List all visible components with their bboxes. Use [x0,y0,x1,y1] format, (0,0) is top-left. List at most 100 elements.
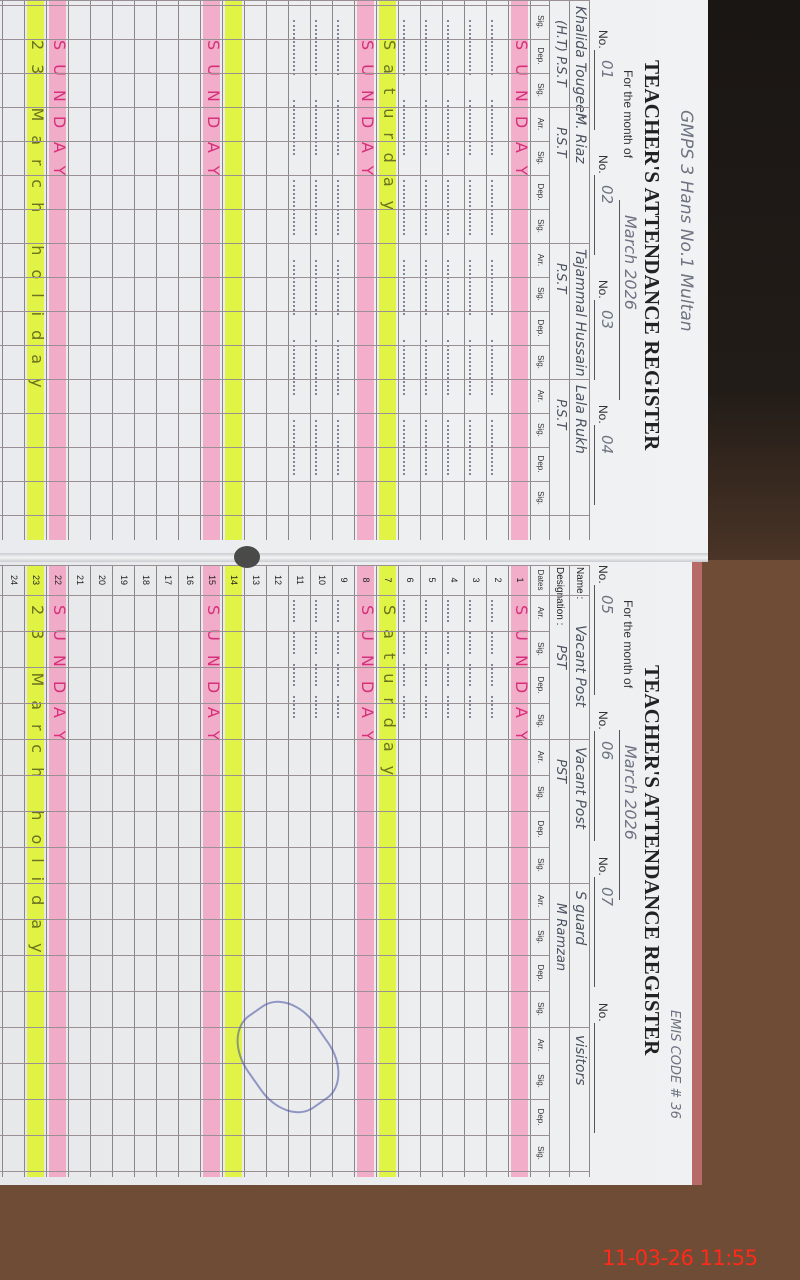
dark-background [700,0,800,560]
teacher-designation: PST [553,645,568,670]
no-underline [594,175,595,255]
column-line [0,631,550,632]
teacher-name: Vacant Post [572,747,588,830]
row-note-sunday: SUNDAY [50,40,69,190]
date-number: 5 [427,577,437,583]
left-page-title: TEACHER'S ATTENDANCE REGISTER [640,60,664,451]
column-header: Sig. [536,786,545,800]
date-number: 18 [141,574,151,585]
handwritten-entry [491,180,503,235]
teacher-divider [0,0,590,1]
column-header: Sig. [536,1002,545,1016]
handwritten-entry [469,260,481,315]
date-number: 24 [9,574,19,585]
header-line [569,565,570,1177]
row-line [112,0,113,540]
no-underline [594,50,595,130]
teacher-designation: M Ramzan [553,903,568,972]
column-header: Dep. [536,183,545,201]
teacher-no: 01 [598,60,616,80]
row-line [420,565,421,1177]
teacher-no-label: No. [596,280,610,299]
handwritten-entry [337,100,349,155]
handwritten-entry [337,20,349,75]
date-number: 15 [207,574,217,585]
handwritten-entry [491,632,503,654]
handwritten-entry [403,20,415,75]
row-line [464,565,465,1177]
handwritten-entry [469,180,481,235]
column-line [0,209,550,210]
teacher-divider [0,379,590,380]
teacher-name: M. Riaz [572,113,588,164]
column-header: Sig. [536,714,545,728]
date-number: 11 [295,575,305,585]
row-line [354,565,355,1177]
row-line [156,0,157,540]
date-number: 8 [361,577,371,583]
handwritten-entry [425,260,437,315]
date-number: 19 [119,574,129,585]
handwritten-entry [447,632,459,654]
column-line [0,775,550,776]
handwritten-entry [337,260,349,315]
handwritten-entry [469,632,481,654]
date-number: 22 [53,574,63,585]
handwritten-entry [315,696,327,718]
date-number: 21 [75,574,85,585]
date-number: 3 [471,577,481,583]
handwritten-entry [293,180,305,235]
column-header: Arr. [536,1038,545,1052]
handwritten-entry [447,260,459,315]
row-line [134,565,135,1177]
header-line [549,565,550,1177]
handwritten-entry [293,340,305,395]
row-line [178,565,179,1177]
column-header: Sig. [536,858,545,872]
handwritten-entry [337,632,349,654]
column-line [0,39,550,40]
handwritten-entry [447,600,459,622]
teacher-no: 04 [598,435,616,455]
handwritten-entry [425,180,437,235]
row-note-sunday: SUNDAY [512,40,531,190]
row-note-sunday: SUNDAY [358,605,377,755]
teacher-name: Tajammal Hussain [572,249,588,377]
no-underline [594,300,595,380]
handwritten-entry [293,100,305,155]
column-header: Arr. [536,389,545,403]
column-header: Dep. [536,676,545,694]
column-line [0,73,550,74]
handwritten-entry [447,340,459,395]
row-note-holiday: 23 March holiday [28,605,47,967]
handwritten-entry [293,260,305,315]
row-line [178,0,179,540]
handwritten-entry [425,600,437,622]
row-line [486,565,487,1177]
handwritten-entry [425,100,437,155]
row-line [112,565,113,1177]
handwritten-entry [337,180,349,235]
row-line [24,565,25,1177]
handwritten-entry [469,340,481,395]
teacher-designation: (H.T) P.S.T [553,20,568,87]
handwritten-entry [315,260,327,315]
teacher-designation: P.S.T [553,399,568,430]
date-number: 16 [185,574,195,585]
month-label: For the month of [621,70,635,159]
column-header: Dep. [536,455,545,473]
handwritten-entry [293,632,305,654]
row-note-sunday: SUNDAY [512,605,531,755]
row-note-sunday: SUNDAY [204,40,223,190]
row-line [442,565,443,1177]
page-gutter [0,553,708,562]
row-line [90,565,91,1177]
month-underline-right [619,730,620,900]
row-line [464,0,465,540]
handwritten-entry [425,20,437,75]
left-attendance-table: SUNDAY Saturday SUNDAY SUNDAY SUNDAY 23 March… [0,0,590,540]
column-header: Arr. [536,606,545,620]
row-line [200,0,201,540]
teacher-no-label: No. [596,857,610,876]
row-line [134,0,135,540]
